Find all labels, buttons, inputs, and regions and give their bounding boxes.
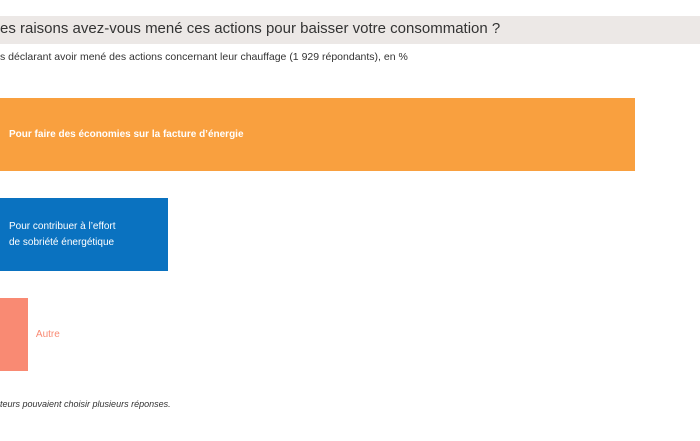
bar-label-3: Autre: [36, 327, 60, 343]
bar-label-line: Pour contribuer à l’effort: [9, 220, 116, 232]
bar-label-line: de sobriété énergétique: [9, 236, 115, 248]
bar-3: [0, 298, 28, 371]
bar-label-2: Pour contribuer à l’effort de sobriété én…: [9, 219, 116, 251]
bar-label-1: Pour faire des économies sur la facture …: [9, 127, 244, 143]
chart-title: es raisons avez-vous mené ces actions po…: [0, 20, 501, 37]
chart-subtitle: s déclarant avoir mené des actions conce…: [0, 51, 408, 63]
bar-1: [0, 98, 636, 171]
footnote: teurs pouvaient choisir plusieurs répons…: [0, 399, 171, 409]
title-bar: [0, 16, 700, 44]
bar-label-line: Pour faire des économies sur la facture …: [9, 128, 244, 140]
bar-label-line: Autre: [35, 328, 60, 340]
bar-2: [0, 198, 168, 271]
